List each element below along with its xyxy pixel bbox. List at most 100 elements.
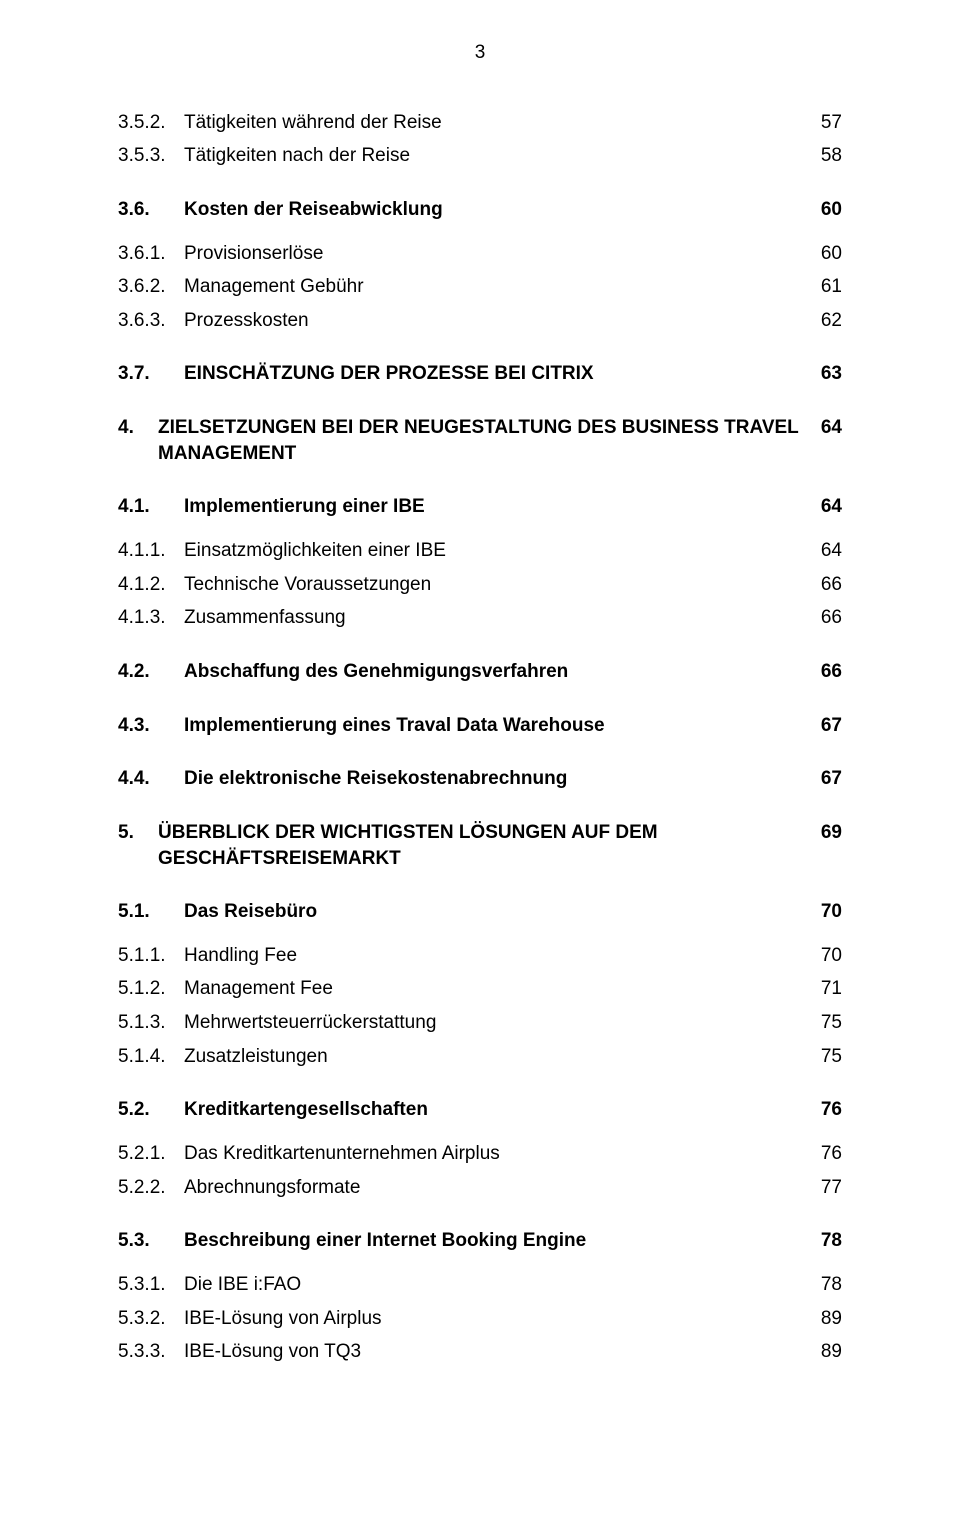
toc-label: 3.5.3.Tätigkeiten nach der Reise bbox=[118, 143, 812, 169]
toc-row: 5.3.2.IBE-Lösung von Airplus89 bbox=[118, 1306, 842, 1332]
toc-entry-title: Die IBE i:FAO bbox=[184, 1274, 301, 1295]
toc-entry-title: Management Gebühr bbox=[184, 276, 364, 297]
toc-entry-title: Implementierung einer IBE bbox=[184, 496, 425, 517]
toc-entry-number: 4.1. bbox=[118, 494, 184, 520]
toc-row: 4.2.Abschaffung des Genehmigungsverfahre… bbox=[118, 659, 842, 685]
toc-row: 3.6.3.Prozesskosten 62 bbox=[118, 308, 842, 334]
toc-entry-number: 5.1.2. bbox=[118, 976, 184, 1002]
toc-entry-number: 5.3.1. bbox=[118, 1272, 184, 1298]
toc-entry-page: 75 bbox=[812, 1010, 842, 1036]
toc-label: 3.6.2.Management Gebühr bbox=[118, 274, 812, 300]
toc-entry-title: Tätigkeiten nach der Reise bbox=[184, 145, 410, 166]
toc-row: 3.7.EINSCHÄTZUNG DER PROZESSE BEI CITRIX… bbox=[118, 361, 842, 387]
toc-entry-title: EINSCHÄTZUNG DER PROZESSE BEI CITRIX bbox=[184, 363, 594, 384]
toc-entry-title: Prozesskosten bbox=[184, 310, 309, 331]
toc-entry-title: Abschaffung des Genehmigungsverfahren bbox=[184, 661, 568, 682]
toc-entry-page: 60 bbox=[812, 241, 842, 267]
toc-entry-page: 70 bbox=[812, 899, 842, 925]
toc-entry-number: 5.3.2. bbox=[118, 1306, 184, 1332]
toc-label: 5.1.2.Management Fee bbox=[118, 976, 812, 1002]
toc-entry-number: 5.1.1. bbox=[118, 943, 184, 969]
toc-entry-page: 64 bbox=[812, 494, 842, 520]
toc-label: 4.1.3.Zusammenfassung bbox=[118, 605, 812, 631]
toc-entry-page: 67 bbox=[812, 713, 842, 739]
toc-entry-title: Die elektronische Reisekostenabrechnung bbox=[184, 768, 567, 789]
toc-row: 5.2.Kreditkartengesellschaften76 bbox=[118, 1097, 842, 1123]
toc-entry-title: Zusatzleistungen bbox=[184, 1046, 328, 1067]
toc-entry-number: 5.3. bbox=[118, 1228, 184, 1254]
toc-row: 5.1.1.Handling Fee70 bbox=[118, 943, 842, 969]
toc-entry-title: Management Fee bbox=[184, 978, 333, 999]
toc-entry-title: Provisionserlöse bbox=[184, 243, 323, 264]
toc-entry-page: 70 bbox=[812, 943, 842, 969]
toc-label: 3.6.Kosten der Reiseabwicklung bbox=[118, 197, 812, 223]
toc-label: 4.1.2.Technische Voraussetzungen bbox=[118, 572, 812, 598]
toc-row: 5.1.Das Reisebüro70 bbox=[118, 899, 842, 925]
toc-label: 5.3.3.IBE-Lösung von TQ3 bbox=[118, 1339, 812, 1365]
toc-row: 5.2.2.Abrechnungsformate77 bbox=[118, 1175, 842, 1201]
toc-label: 4.3.Implementierung eines Traval Data Wa… bbox=[118, 713, 812, 739]
toc-label: 3.6.1.Provisionserlöse bbox=[118, 241, 812, 267]
toc-label: 5.1.3.Mehrwertsteuerrückerstattung bbox=[118, 1010, 812, 1036]
toc-entry-number: 3.7. bbox=[118, 361, 184, 387]
toc-row: 4.1.1.Einsatzmöglichkeiten einer IBE64 bbox=[118, 538, 842, 564]
toc-entry-page: 62 bbox=[812, 308, 842, 334]
toc-label: 3.5.2.Tätigkeiten während der Reise bbox=[118, 110, 812, 136]
toc-row: 4.1.2.Technische Voraussetzungen66 bbox=[118, 572, 842, 598]
toc-entry-page: 67 bbox=[812, 766, 842, 792]
toc-row: 5.1.3.Mehrwertsteuerrückerstattung75 bbox=[118, 1010, 842, 1036]
toc-entry-page: 61 bbox=[812, 274, 842, 300]
toc-entry-page: 78 bbox=[812, 1228, 842, 1254]
toc-entry-title: Kreditkartengesellschaften bbox=[184, 1099, 428, 1120]
toc-label: 5.2.1.Das Kreditkartenunternehmen Airplu… bbox=[118, 1141, 812, 1167]
toc-entry-page: 76 bbox=[812, 1141, 842, 1167]
toc-row: 3.5.3.Tätigkeiten nach der Reise58 bbox=[118, 143, 842, 169]
toc-label: 5.2.Kreditkartengesellschaften bbox=[118, 1097, 812, 1123]
toc-entry-number: 3.6.3. bbox=[118, 308, 184, 334]
toc-entry-number: 4.1.3. bbox=[118, 605, 184, 631]
toc-entry-page: 76 bbox=[812, 1097, 842, 1123]
toc-entry-number: 5.1.3. bbox=[118, 1010, 184, 1036]
toc-entry-number: 5.2.1. bbox=[118, 1141, 184, 1167]
toc-entry-title: Handling Fee bbox=[184, 945, 297, 966]
toc-row: 3.6.Kosten der Reiseabwicklung60 bbox=[118, 197, 842, 223]
toc-label: 5.3.Beschreibung einer Internet Booking … bbox=[118, 1228, 812, 1254]
toc-entry-title: Implementierung eines Traval Data Wareho… bbox=[184, 715, 605, 736]
toc-entry-number: 3.6.1. bbox=[118, 241, 184, 267]
toc-entry-title: Einsatzmöglichkeiten einer IBE bbox=[184, 540, 446, 561]
toc-label: 5.3.1.Die IBE i:FAO bbox=[118, 1272, 812, 1298]
toc-label: 5.1.4.Zusatzleistungen bbox=[118, 1044, 812, 1070]
toc-entry-number: 5.3.3. bbox=[118, 1339, 184, 1365]
toc-entry-title: Tätigkeiten während der Reise bbox=[184, 112, 442, 133]
document-page: 3 3.5.2.Tätigkeiten während der Reise573… bbox=[0, 0, 960, 1537]
toc-entry-page: 89 bbox=[812, 1306, 842, 1332]
toc-entry-page: 78 bbox=[812, 1272, 842, 1298]
toc-entry-number: 3.6. bbox=[118, 197, 184, 223]
toc-entry-number: 3.6.2. bbox=[118, 274, 184, 300]
toc-label: 5.1.1.Handling Fee bbox=[118, 943, 812, 969]
toc-entry-page: 58 bbox=[812, 143, 842, 169]
toc-entry-title: Zusammenfassung bbox=[184, 607, 346, 628]
toc-entry-page: 57 bbox=[812, 110, 842, 136]
toc-entry-page: 69 bbox=[812, 820, 842, 846]
toc-entry-page: 60 bbox=[812, 197, 842, 223]
toc-entry-number: 4.2. bbox=[118, 659, 184, 685]
toc-label: 5.3.2.IBE-Lösung von Airplus bbox=[118, 1306, 812, 1332]
toc-entry-number: 5.2.2. bbox=[118, 1175, 184, 1201]
toc-row: 3.6.1.Provisionserlöse60 bbox=[118, 241, 842, 267]
toc-entry-title: Beschreibung einer Internet Booking Engi… bbox=[184, 1230, 586, 1251]
toc-entry-page: 77 bbox=[812, 1175, 842, 1201]
table-of-contents: 3.5.2.Tätigkeiten während der Reise573.5… bbox=[118, 110, 842, 1365]
toc-label: 5.1.Das Reisebüro bbox=[118, 899, 812, 925]
toc-entry-title: ZIELSETZUNGEN BEI DER NEUGESTALTUNG DES … bbox=[158, 415, 804, 466]
toc-row: 5.3.1.Die IBE i:FAO78 bbox=[118, 1272, 842, 1298]
toc-entry-number: 4. bbox=[118, 415, 158, 466]
toc-entry-page: 75 bbox=[812, 1044, 842, 1070]
toc-entry-number: 3.5.3. bbox=[118, 143, 184, 169]
toc-row: 4.4.Die elektronische Reisekostenabrechn… bbox=[118, 766, 842, 792]
toc-row: 3.6.2.Management Gebühr61 bbox=[118, 274, 842, 300]
toc-row: 4.1.Implementierung einer IBE 64 bbox=[118, 494, 842, 520]
toc-label: 4.1.1.Einsatzmöglichkeiten einer IBE bbox=[118, 538, 812, 564]
toc-entry-title: Mehrwertsteuerrückerstattung bbox=[184, 1012, 436, 1033]
toc-entry-title: Technische Voraussetzungen bbox=[184, 574, 431, 595]
